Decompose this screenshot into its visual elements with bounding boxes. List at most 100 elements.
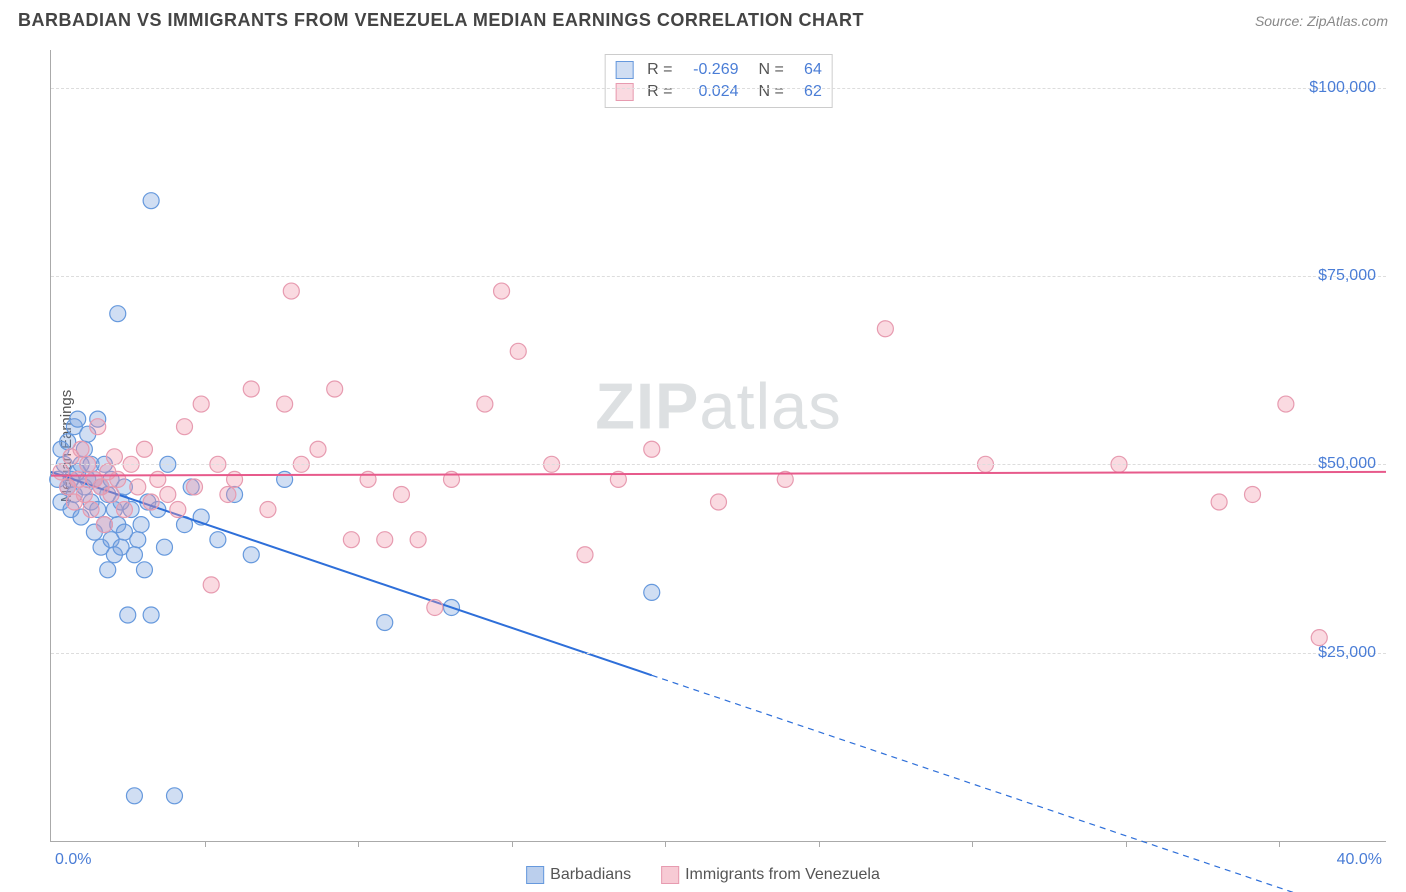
data-point <box>53 464 69 480</box>
data-point <box>76 486 92 502</box>
data-point <box>644 584 660 600</box>
data-point <box>193 396 209 412</box>
data-point <box>1245 486 1261 502</box>
data-point <box>150 471 166 487</box>
data-point <box>494 283 510 299</box>
scatter-svg <box>51 50 1386 841</box>
x-tick-label-min: 0.0% <box>55 851 91 869</box>
legend-swatch <box>526 866 544 884</box>
legend-item: Barbadians <box>526 866 631 884</box>
stats-row: R = 0.024 N = 62 <box>615 81 822 103</box>
chart-header: BARBADIAN VS IMMIGRANTS FROM VENEZUELA M… <box>0 0 1406 37</box>
data-point <box>277 396 293 412</box>
data-point <box>243 381 259 397</box>
stat-label-r: R = <box>647 61 672 79</box>
stat-label-n: N = <box>759 61 784 79</box>
y-tick-label: $75,000 <box>1318 267 1376 285</box>
trend-line-dashed <box>652 675 1320 892</box>
data-point <box>96 517 112 533</box>
data-point <box>277 471 293 487</box>
stat-value-r: 0.024 <box>681 83 739 101</box>
data-point <box>327 381 343 397</box>
x-tick-label-max: 40.0% <box>1337 851 1382 869</box>
gridline <box>51 653 1386 654</box>
data-point <box>156 539 172 555</box>
stat-value-n: 62 <box>792 83 822 101</box>
y-tick-label: $100,000 <box>1309 79 1376 97</box>
x-tick <box>358 841 359 847</box>
data-point <box>136 562 152 578</box>
data-point <box>130 532 146 548</box>
data-point <box>343 532 359 548</box>
data-point <box>103 486 119 502</box>
data-point <box>160 486 176 502</box>
data-point <box>70 471 86 487</box>
data-point <box>393 486 409 502</box>
chart-title: BARBADIAN VS IMMIGRANTS FROM VENEZUELA M… <box>18 10 864 31</box>
data-point <box>70 411 86 427</box>
data-point <box>283 283 299 299</box>
stat-value-n: 64 <box>792 61 822 79</box>
x-tick <box>665 841 666 847</box>
legend-swatch <box>661 866 679 884</box>
y-tick-label: $50,000 <box>1318 455 1376 473</box>
data-point <box>187 479 203 495</box>
stat-label-n: N = <box>759 83 784 101</box>
gridline <box>51 276 1386 277</box>
series-legend: Barbadians Immigrants from Venezuela <box>526 866 880 884</box>
data-point <box>170 502 186 518</box>
data-point <box>110 471 126 487</box>
x-tick <box>819 841 820 847</box>
x-tick <box>512 841 513 847</box>
data-point <box>477 396 493 412</box>
data-point <box>177 419 193 435</box>
data-point <box>120 607 136 623</box>
series-swatch <box>615 61 633 79</box>
y-tick-label: $25,000 <box>1318 644 1376 662</box>
source-attribution: Source: ZipAtlas.com <box>1255 13 1388 29</box>
data-point <box>1211 494 1227 510</box>
data-point <box>166 788 182 804</box>
data-point <box>377 532 393 548</box>
trend-line <box>51 472 1386 476</box>
stat-label-r: R = <box>647 83 672 101</box>
data-point <box>136 441 152 457</box>
stat-value-r: -0.269 <box>681 61 739 79</box>
data-point <box>1278 396 1294 412</box>
data-point <box>877 321 893 337</box>
x-tick <box>205 841 206 847</box>
gridline <box>51 88 1386 89</box>
data-point <box>143 607 159 623</box>
data-point <box>203 577 219 593</box>
data-point <box>210 532 226 548</box>
series-swatch <box>615 83 633 101</box>
data-point <box>126 788 142 804</box>
legend-item: Immigrants from Venezuela <box>661 866 880 884</box>
data-point <box>410 532 426 548</box>
data-point <box>711 494 727 510</box>
data-point <box>100 562 116 578</box>
data-point <box>90 419 106 435</box>
data-point <box>243 547 259 563</box>
data-point <box>220 486 236 502</box>
data-point <box>116 502 132 518</box>
data-point <box>310 441 326 457</box>
x-tick <box>972 841 973 847</box>
chart-plot-area: ZIPatlas R =-0.269N =64R =0.024N =62 $25… <box>50 50 1386 842</box>
data-point <box>427 599 443 615</box>
data-point <box>227 471 243 487</box>
stats-row: R = -0.269 N = 64 <box>615 59 822 81</box>
legend-label: Immigrants from Venezuela <box>685 866 880 883</box>
data-point <box>133 517 149 533</box>
data-point <box>106 449 122 465</box>
x-tick <box>1279 841 1280 847</box>
data-point <box>644 441 660 457</box>
data-point <box>377 615 393 631</box>
data-point <box>143 193 159 209</box>
data-point <box>143 494 159 510</box>
data-point <box>83 502 99 518</box>
legend-label: Barbadians <box>550 866 631 883</box>
gridline <box>51 464 1386 465</box>
data-point <box>130 479 146 495</box>
x-tick <box>1126 841 1127 847</box>
